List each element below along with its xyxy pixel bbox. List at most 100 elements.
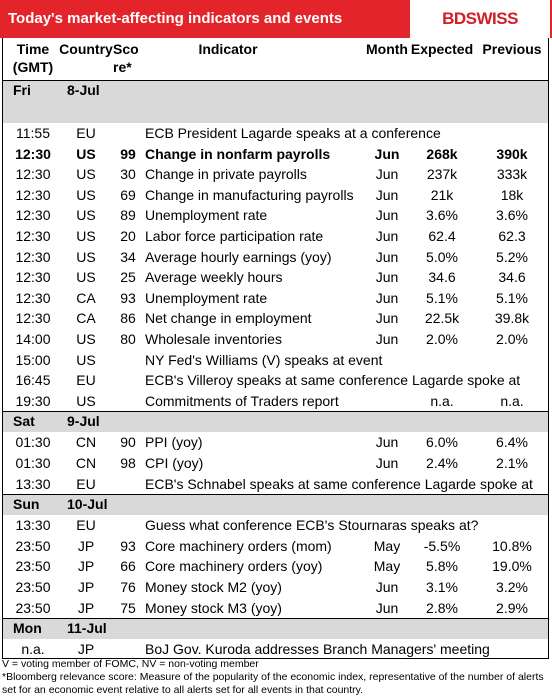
footnotes: V = voting member of FOMC, NV = non-voti…	[2, 658, 550, 697]
cell: Core machinery orders (mom)	[145, 537, 332, 554]
day-header: Sun 10-Jul	[3, 494, 548, 516]
cell: 12:30	[15, 248, 51, 265]
cell: 2.1%	[496, 455, 528, 471]
cell: Labor force participation rate	[145, 228, 324, 244]
cell: 01:30	[15, 434, 51, 451]
cell: JP	[77, 641, 95, 658]
cell: 62.3	[498, 228, 526, 244]
date: 8-Jul	[67, 82, 100, 98]
cell: 39.8k	[494, 310, 530, 327]
cell: 20	[120, 228, 136, 244]
cell: 18k	[500, 186, 524, 203]
cell: EU	[76, 372, 96, 389]
cell: US	[76, 248, 96, 265]
cell: Average weekly hours	[145, 269, 283, 286]
column-header: Previous	[482, 41, 542, 57]
cell: Wholesale inventories	[145, 331, 282, 347]
header-bar: Today's market-affecting indicators and …	[0, 0, 552, 38]
column-header: Month	[366, 41, 408, 57]
cell: 12:30	[15, 166, 51, 183]
cell: 5.8%	[426, 558, 458, 575]
cell: Change in private payrolls	[145, 166, 307, 183]
cell: n.a.	[430, 392, 454, 409]
cell: Unemployment rate	[145, 207, 268, 224]
cell: 98	[120, 455, 136, 471]
cell: 62.4	[428, 228, 456, 244]
cell: ECB's Villeroy speaks at same conference…	[145, 372, 521, 389]
day: Fri	[13, 82, 31, 98]
cell: 23:50	[15, 558, 51, 575]
title: Today's market-affecting indicators and …	[8, 10, 343, 27]
cell: JP	[77, 537, 95, 554]
cell: 2.0%	[426, 331, 458, 347]
cell: NY Fed's Williams (V) speaks at event	[145, 351, 383, 368]
cell: 34.6	[498, 269, 526, 286]
cell: 66	[120, 558, 136, 575]
column-header: re*	[113, 59, 132, 75]
cell: US	[76, 166, 96, 183]
cell: ECB President Lagarde speaks at a confer…	[145, 125, 441, 141]
cell: n.a.	[500, 392, 524, 409]
cell: EU	[76, 517, 96, 534]
cell: 12:30	[15, 289, 51, 306]
cell: 2.4%	[426, 455, 458, 471]
cell: 333k	[496, 166, 528, 183]
cell: 93	[120, 289, 136, 306]
cell: 90	[120, 434, 136, 451]
cell: 22.5k	[424, 310, 460, 327]
cell: -5.5%	[423, 537, 461, 554]
cell: n.a.	[21, 641, 45, 658]
day-header: Fri 8-Jul	[3, 80, 548, 123]
cell: 5.0%	[426, 248, 458, 265]
cell: EU	[76, 475, 96, 492]
date: 10-Jul	[67, 496, 108, 513]
cell: 23:50	[15, 537, 51, 554]
day: Mon	[13, 620, 42, 637]
cell: 13:30	[15, 475, 51, 492]
cell: CN	[75, 455, 97, 471]
cell: 2.8%	[426, 599, 458, 616]
cell: ECB's Schnabel speaks at same conference…	[145, 475, 533, 492]
cell: Guess what conference ECB's Stournaras s…	[145, 517, 479, 534]
cell: Jun	[375, 207, 399, 224]
cell: US	[76, 228, 96, 244]
day-header: Sat 9-Jul	[3, 411, 548, 433]
cell: US	[76, 186, 96, 203]
cell: JP	[77, 558, 95, 575]
cell: 34	[120, 248, 136, 265]
cell: Jun	[375, 248, 399, 265]
cell: US	[76, 392, 96, 409]
date: 9-Jul	[67, 413, 100, 430]
column-header: (GMT)	[12, 59, 54, 75]
cell: 76	[120, 579, 136, 595]
cell: Jun	[375, 228, 399, 244]
cell: JP	[77, 579, 95, 595]
cell: CN	[75, 434, 97, 451]
cell: Jun	[375, 166, 399, 183]
cell: 6.0%	[426, 434, 458, 451]
cell: 3.2%	[496, 579, 528, 595]
cell: Jun	[375, 310, 399, 327]
cell: 12:30	[15, 145, 51, 162]
cell: JP	[77, 599, 95, 616]
cell: Jun	[375, 455, 399, 471]
cell: 3.6%	[426, 207, 458, 224]
cell: CPI (yoy)	[145, 455, 204, 471]
cell: US	[76, 351, 96, 368]
cell: 12:30	[15, 228, 51, 244]
cell: 6.4%	[496, 434, 528, 451]
cell: Money stock M3 (yoy)	[145, 599, 282, 616]
cell: 12:30	[15, 269, 51, 286]
cell: 2.9%	[496, 599, 528, 616]
cell: Commitments of Traders report	[145, 392, 339, 409]
column-header: Time	[16, 41, 50, 57]
cell: Jun	[375, 579, 399, 595]
cell: US	[76, 207, 96, 224]
cell: 86	[120, 310, 136, 327]
cell: 19.0%	[492, 558, 532, 575]
cell: Money stock M2 (yoy)	[145, 579, 282, 595]
column-header: Indicator	[198, 41, 258, 57]
cell: 93	[120, 537, 136, 554]
cell: 21k	[430, 186, 454, 203]
